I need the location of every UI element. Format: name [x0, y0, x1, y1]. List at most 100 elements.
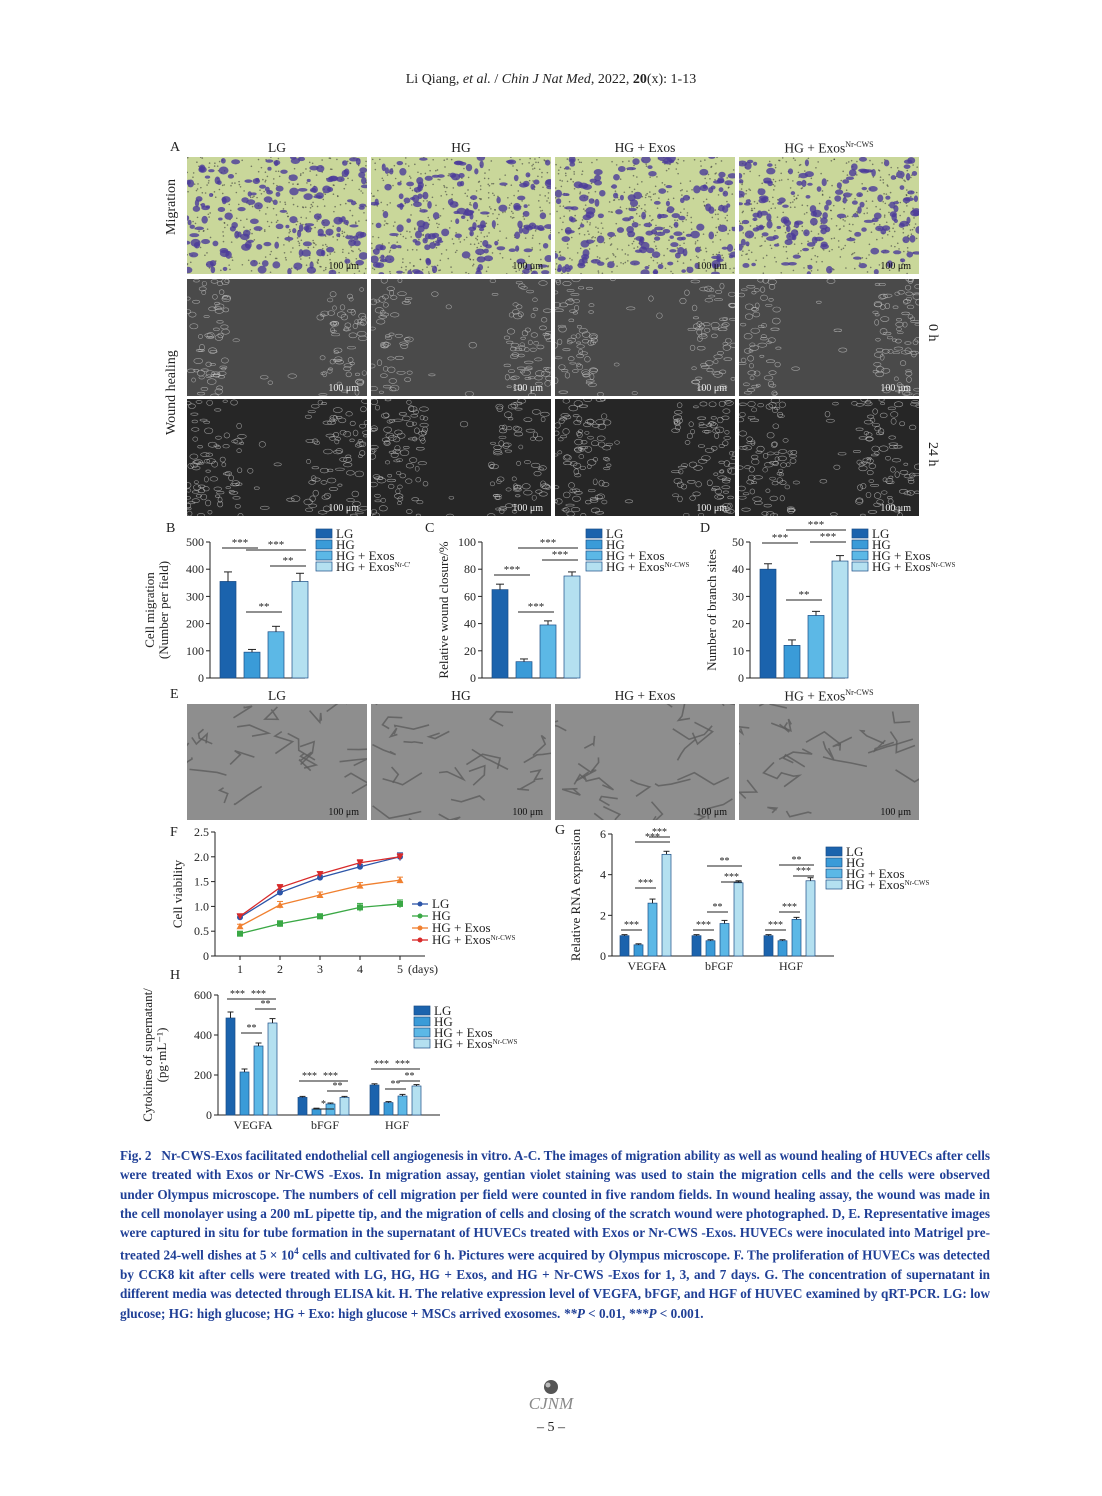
pore	[844, 244, 846, 247]
pore	[579, 191, 582, 193]
y-tick-label: 60	[464, 589, 476, 603]
cell	[882, 387, 891, 394]
cell	[201, 290, 207, 295]
pore	[497, 239, 500, 242]
pore	[850, 159, 853, 162]
cell	[191, 427, 200, 432]
pore	[705, 250, 708, 253]
cell	[318, 393, 328, 396]
cell	[326, 477, 337, 484]
pore	[783, 225, 785, 227]
cell	[404, 336, 414, 343]
tube	[598, 795, 618, 807]
cell	[216, 385, 224, 391]
cell	[671, 470, 681, 474]
pore	[709, 177, 711, 180]
scale-bar-label: 100 μm	[696, 383, 727, 394]
cell	[863, 419, 874, 425]
pore	[821, 194, 824, 196]
pore	[878, 170, 881, 172]
cell	[874, 319, 880, 326]
pore	[903, 250, 905, 253]
cell	[757, 325, 765, 328]
cell	[749, 488, 756, 495]
stained-cell	[809, 217, 818, 226]
pore	[891, 235, 894, 238]
cell	[576, 363, 583, 371]
pore	[801, 204, 804, 207]
pore	[772, 178, 775, 181]
pore	[429, 169, 431, 172]
cell	[819, 479, 828, 484]
cell	[871, 423, 881, 427]
cell	[396, 370, 406, 375]
pore	[541, 209, 544, 212]
cell	[723, 460, 731, 467]
cell	[772, 423, 780, 429]
stained-cell	[886, 260, 893, 269]
pore	[586, 221, 589, 223]
cell	[603, 419, 612, 426]
sig-label: ***	[504, 564, 521, 576]
stained-cell	[328, 269, 337, 274]
stained-cell	[907, 157, 916, 164]
col-title-lg: LG	[268, 140, 286, 155]
pore	[292, 183, 294, 185]
pore	[202, 230, 205, 233]
tube	[832, 736, 853, 748]
pore	[493, 194, 495, 197]
pore	[510, 202, 513, 205]
stained-cell	[766, 167, 776, 175]
cell	[631, 391, 638, 396]
cell	[193, 358, 204, 365]
pore	[192, 220, 194, 223]
pore	[842, 247, 845, 250]
cell	[237, 513, 244, 516]
background	[739, 704, 919, 820]
stained-cell	[718, 187, 724, 193]
stained-cell	[644, 265, 650, 270]
pore	[466, 195, 469, 197]
bar	[539, 624, 557, 679]
y-tick-label: 600	[194, 988, 212, 1002]
tube	[583, 735, 596, 749]
pore	[896, 167, 899, 169]
cell	[406, 370, 413, 375]
stained-cell	[787, 262, 797, 266]
cell	[215, 494, 221, 498]
pore	[323, 269, 325, 272]
pore	[587, 230, 589, 233]
cell	[901, 311, 910, 316]
stained-cell	[454, 233, 462, 239]
pore	[339, 203, 342, 206]
stained-cell	[661, 160, 669, 164]
sig-label: ***	[808, 520, 825, 531]
cell	[332, 432, 340, 438]
pore	[322, 198, 325, 201]
cell	[876, 431, 884, 436]
cell	[897, 290, 905, 295]
stained-cell	[256, 244, 263, 250]
pore	[580, 222, 583, 224]
cell	[198, 286, 207, 292]
pore	[394, 177, 397, 180]
cell	[913, 387, 919, 392]
scale-bar-label: 100 μm	[696, 261, 727, 272]
pore	[428, 164, 430, 166]
cell	[417, 461, 427, 466]
cell	[307, 410, 316, 414]
pore	[231, 182, 233, 184]
tube	[822, 756, 868, 768]
cell	[333, 407, 343, 413]
y-tick-label: 6	[600, 827, 606, 841]
caption-text-2: cells and cultivated for 6 h. Pictures w…	[120, 1247, 990, 1321]
pore	[763, 265, 766, 268]
cell	[881, 348, 890, 354]
stained-cell	[250, 259, 258, 267]
pore	[885, 193, 888, 195]
stained-cell	[465, 163, 473, 172]
pore	[795, 197, 798, 199]
cell	[760, 294, 768, 301]
pore	[379, 158, 381, 161]
pore	[616, 265, 618, 267]
